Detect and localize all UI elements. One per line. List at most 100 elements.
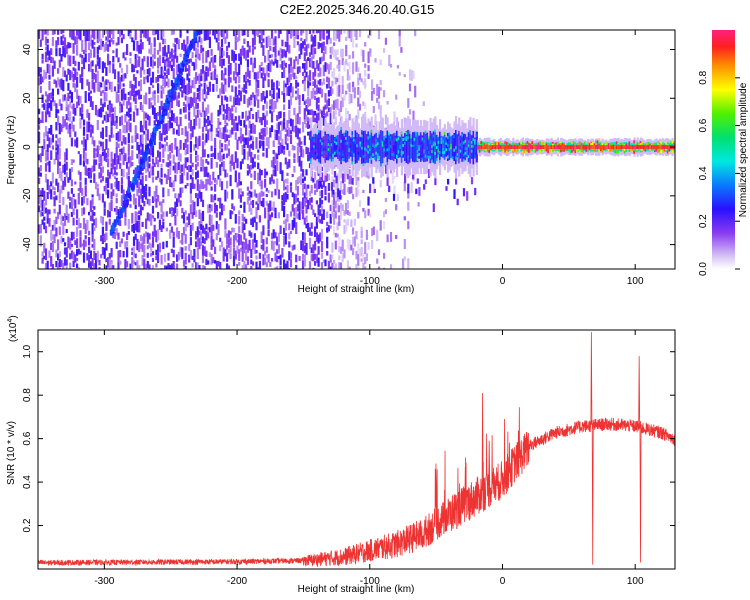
spectrogram-cell: [124, 114, 127, 123]
spectrogram-cell: [146, 245, 149, 250]
spectrogram-cell: [269, 46, 272, 51]
spectrogram-cell: [333, 49, 336, 58]
spectrogram-cell: [302, 63, 305, 69]
spectrogram-cell: [295, 96, 298, 101]
spectrogram-cell: [188, 103, 191, 111]
spectrogram-cell: [318, 132, 321, 162]
spectrogram-cell: [196, 179, 199, 191]
spectrogram-cell: [138, 89, 141, 100]
spectrogram-cell: [232, 255, 236, 267]
spectrogram-cell: [650, 145, 653, 149]
spectrogram-cell: [456, 153, 459, 157]
spectrogram-cell: [361, 146, 364, 150]
spectrogram-cell: [663, 147, 666, 151]
spectrogram-cell: [131, 212, 134, 224]
spectrogram-cell: [165, 135, 168, 140]
spectrogram-cell: [177, 251, 180, 261]
spectrogram-cell: [627, 145, 630, 149]
spectrogram-cell: [63, 257, 67, 266]
spectrogram-cell: [442, 140, 445, 144]
spectrogram-cell: [165, 69, 168, 75]
spectrogram-cell: [188, 78, 191, 83]
spectrogram-cell: [270, 98, 274, 110]
spectrogram-cell: [191, 177, 194, 189]
spectrogram-cell: [445, 137, 448, 157]
spectrogram-cell: [141, 42, 144, 50]
spectrogram-cell: [84, 165, 87, 176]
spectrogram-cell: [184, 210, 187, 215]
spectrogram-cell: [229, 174, 232, 187]
spectrogram-cell: [319, 232, 322, 242]
spectrogram-cell: [241, 87, 244, 92]
spectrogram-cell: [276, 80, 279, 90]
spectrogram-cell: [155, 263, 158, 268]
spectrogram-cell: [403, 239, 406, 250]
spectrogram-cell: [358, 248, 362, 257]
spectrogram-cell: [286, 143, 289, 151]
spectrogram-cell: [302, 260, 305, 269]
spectrogram-cell: [665, 145, 668, 149]
spectrogram-cell: [58, 123, 61, 135]
spectrogram-cell: [113, 166, 117, 175]
spectrogram-cell: [74, 68, 77, 80]
spectrogram-cell: [260, 61, 263, 66]
spectrogram-cell: [407, 98, 410, 108]
spectrogram-cell: [379, 179, 382, 188]
spectrogram-cell: [188, 65, 191, 77]
spectrogram-cell: [151, 135, 155, 141]
spectrogram-cell: [67, 124, 70, 134]
spectrogram-cell: [272, 201, 275, 212]
spectrogram-cell: [146, 68, 149, 75]
spectrogram-cell: [186, 182, 189, 186]
spectrogram-cell: [143, 76, 146, 85]
spectrogram-cell: [320, 228, 324, 240]
spectrogram-cell: [298, 116, 301, 125]
spectrogram-cell: [79, 74, 82, 83]
spectrogram-cell: [141, 58, 144, 71]
spectrogram-cell: [193, 249, 196, 258]
spectrogram-cell: [145, 231, 148, 237]
spectrogram-cell: [65, 148, 68, 161]
spectrogram-cell: [236, 233, 239, 239]
spectrogram-cell: [341, 189, 344, 195]
spectrogram-cell: [119, 77, 122, 89]
spectrogram-cell: [186, 30, 189, 34]
spectrogram-cell: [352, 87, 355, 93]
spectrogram-cell: [270, 125, 274, 132]
spectrogram-cell: [307, 184, 310, 189]
spectrogram-cell: [367, 150, 370, 154]
spectrogram-cell: [308, 237, 312, 250]
spectrogram-cell: [101, 216, 104, 226]
spectrogram-cell: [413, 143, 416, 147]
spectrogram-cell: [193, 62, 196, 71]
spectrogram-cell: [431, 159, 434, 163]
spectrogram-cell: [226, 103, 229, 115]
spectrogram-cell: [170, 263, 173, 269]
spectrogram-cell: [283, 235, 286, 247]
spectrogram-cell: [191, 97, 194, 107]
spectrogram-cell: [622, 142, 625, 146]
spectrogram-cell: [329, 113, 332, 125]
spectrogram-cell: [431, 145, 434, 149]
spectrogram-cell: [224, 189, 227, 202]
spectrogram-cell: [58, 47, 61, 57]
spectrogram-cell: [91, 101, 94, 110]
spectrogram-cell: [265, 171, 268, 176]
spectrogram-cell: [212, 71, 215, 81]
spectrogram-cell: [65, 215, 68, 220]
spectrogram-cell: [191, 222, 194, 231]
spectrogram-cell: [88, 167, 91, 171]
spectrogram-cell: [283, 121, 286, 130]
spectrogram-cell: [464, 133, 467, 161]
spectrogram-cell: [153, 90, 156, 95]
spectrogram-cell: [110, 191, 113, 199]
spectrogram-cell: [418, 145, 421, 149]
spectrogram-cell: [162, 159, 165, 163]
spectrogram-cell: [317, 72, 320, 78]
spectrogram-cell: [408, 69, 412, 81]
spectrogram-cell: [219, 262, 222, 269]
spectrogram-cell: [63, 218, 67, 226]
spectrogram-cell: [376, 258, 379, 264]
spectrogram-cell: [386, 177, 389, 186]
spectrogram-cell: [649, 145, 652, 149]
